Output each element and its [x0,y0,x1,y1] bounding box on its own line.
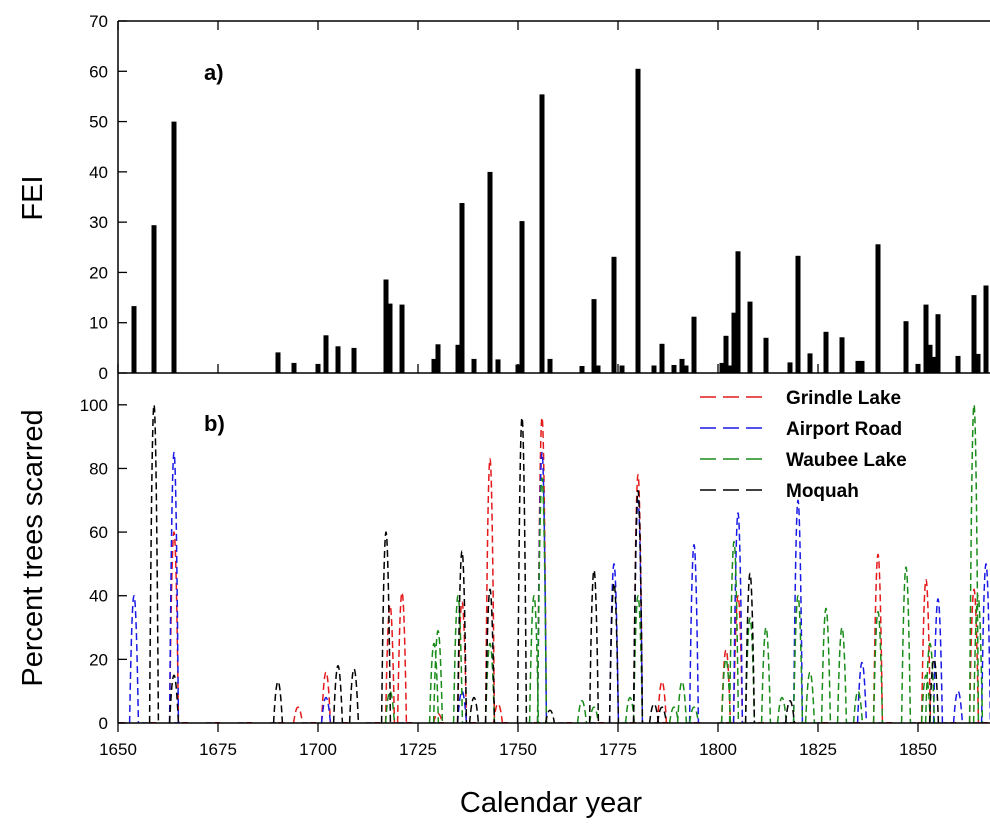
panel-b-y-tick-label: 0 [99,714,108,733]
fei-bar-21 [539,94,545,374]
fei-bar-34 [691,316,697,373]
x-tick-label: 1825 [799,740,837,759]
fei-bar-54 [931,356,937,373]
fei-bar-14 [455,344,461,373]
legend-label-airport-road: Airport Road [786,419,902,440]
x-tick-label: 1850 [899,740,937,759]
fei-bar-41 [763,337,769,373]
fei-bar-16 [471,358,477,373]
fei-bar-15 [459,203,465,373]
fei-bar-2 [171,121,177,373]
fei-bar-32 [679,358,685,373]
series-line-waubee-lake [384,404,984,723]
legend-label-moquah: Moquah [786,481,859,502]
fei-bar-10 [387,303,393,373]
x-tick-label: 1725 [399,740,437,759]
fei-bar-11 [399,304,405,373]
fei-bar-43 [795,255,801,373]
panel-a-y-tick-label: 10 [89,314,108,333]
fei-bar-12 [431,358,437,373]
fei-bar-46 [839,337,845,373]
fei-bar-27 [619,365,625,373]
panel-a-y-tick-label: 60 [89,62,108,81]
fei-bar-35 [719,362,725,373]
x-tick-label: 1675 [199,740,237,759]
fei-bar-45 [823,331,829,373]
fei-bar-6 [323,335,329,373]
fei-bar-57 [971,295,977,373]
fei-bar-17 [487,171,493,373]
x-tick-label: 1775 [599,740,637,759]
panel-a-y-tick-label: 30 [89,213,108,232]
panel-a-y-tick-label: 0 [99,364,108,383]
fei-bar-24 [591,299,597,373]
panel-a-y-tick-label: 20 [89,263,108,282]
panel-b-y-tick-label: 60 [89,523,108,542]
fei-bar-58 [975,353,981,373]
panel-b-label: b) [204,411,225,436]
fei-bar-47 [855,360,861,373]
series-line-moquah [148,404,940,723]
fei-bar-50 [903,321,909,373]
fei-bar-22 [547,358,553,373]
fei-bar-52 [923,304,929,373]
fei-bar-42 [787,362,793,373]
legend: Grindle Lake Airport Road Waubee Lake Moqua… [700,388,907,502]
fei-bar-13 [435,344,441,373]
fei-bar-23 [579,366,585,373]
panel-b-y-tick-label: 20 [89,650,108,669]
legend-label-waubee-lake: Waubee Lake [786,450,907,471]
fei-bar-30 [659,343,665,373]
y-axis-title-percent-scarred: Percent trees scarred [17,409,49,686]
panel-a-fei-chart: 0 10 20 30 40 50 60 70 [89,12,990,383]
x-axis-title: Calendar year [460,787,642,819]
fei-bar-55 [935,314,941,373]
fei-bar-29 [651,365,657,373]
panel-a-y-tick-label: 40 [89,163,108,182]
fei-bar-33 [683,365,689,373]
fei-bar-39 [735,251,741,373]
fei-bar-59 [983,285,989,373]
fei-bar-53 [927,344,933,373]
fei-bar-7 [335,346,341,373]
fei-bar-31 [671,365,677,373]
fei-bar-20 [519,221,525,373]
panel-b-y-tick-label: 40 [89,587,108,606]
x-tick-label: 1750 [499,740,537,759]
panel-b-plot-area [118,404,990,723]
fei-bar-9 [383,279,389,373]
fei-bar-4 [291,362,297,373]
fei-bar-0 [131,306,137,373]
fei-bar-44 [807,353,813,373]
panel-a-y-tick-label: 50 [89,113,108,132]
series-line-airport-road [128,452,990,723]
fei-bar-3 [275,352,281,373]
fei-bar-37 [727,365,733,373]
fei-bar-56 [955,355,961,373]
fei-bar-40 [747,301,753,373]
panel-b-y-tick-label: 100 [80,396,108,415]
fei-bar-48 [859,360,865,373]
fei-bar-38 [731,312,737,373]
fei-bar-1 [151,225,157,373]
panel-b-percent-scarred-chart: 0 20 40 60 80 100 1650 1675 1700 1725 1750 1775 1800… [80,373,990,759]
fei-bar-8 [351,347,357,373]
fei-bar-26 [611,256,617,373]
fei-bar-36 [723,335,729,373]
x-tick-label: 1700 [299,740,337,759]
x-tick-label: 1650 [99,740,137,759]
panel-a-label: a) [204,60,224,85]
x-tick-label: 1800 [699,740,737,759]
panel-b-y-tick-label: 80 [89,459,108,478]
panel-a-y-tick-label: 70 [89,12,108,31]
fei-bar-18 [495,359,501,373]
y-axis-title-fei: FEI [17,175,49,220]
fei-bar-28 [635,68,641,374]
fei-bar-49 [875,244,881,373]
series-line-grindle-lake [168,417,980,723]
legend-label-grindle-lake: Grindle Lake [786,388,901,409]
fei-bar-25 [595,365,601,373]
